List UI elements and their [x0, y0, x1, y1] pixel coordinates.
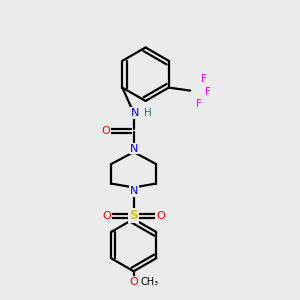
Text: O: O: [103, 211, 111, 221]
Text: O: O: [101, 126, 110, 136]
Text: H: H: [144, 108, 152, 118]
Text: O: O: [156, 211, 165, 221]
Text: N: N: [131, 108, 139, 118]
Text: F: F: [196, 99, 202, 109]
Text: CH₃: CH₃: [140, 277, 158, 287]
Text: F: F: [200, 74, 206, 84]
Text: S: S: [129, 209, 138, 223]
Text: N: N: [130, 143, 138, 154]
Text: F: F: [205, 87, 211, 97]
Text: O: O: [129, 277, 138, 287]
Text: N: N: [130, 186, 138, 196]
